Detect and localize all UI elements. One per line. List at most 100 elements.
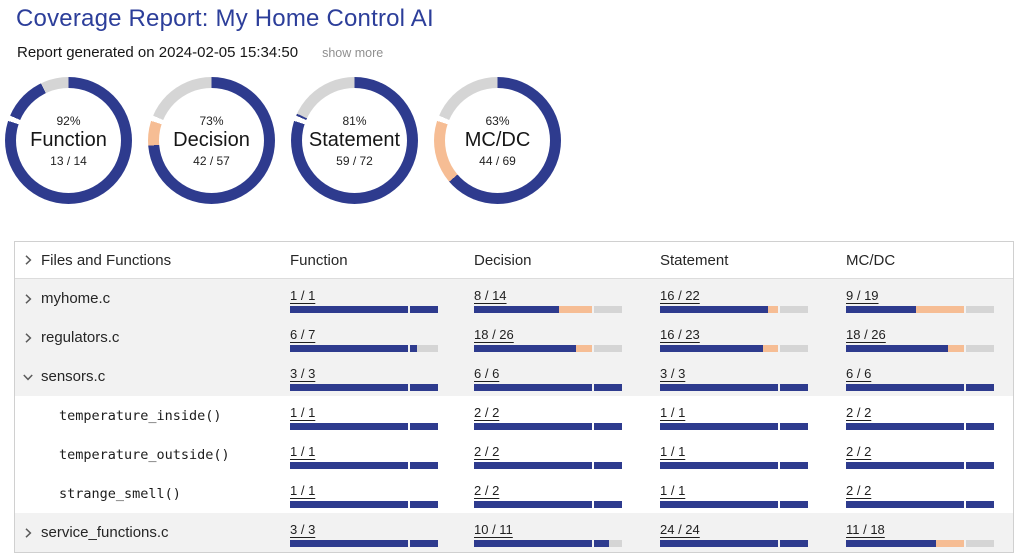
show-more-link[interactable]: show more	[322, 46, 384, 60]
bar-segment	[474, 500, 593, 508]
donut-center-labels: 81% Statement 59 / 72	[291, 77, 418, 204]
coverage-report-page: Coverage Report: My Home Control AI Repo…	[0, 5, 1028, 558]
bar-segment	[416, 344, 438, 352]
coverage-bar	[660, 500, 808, 508]
bar-segment	[410, 344, 417, 352]
chevron-right-icon[interactable]	[22, 293, 34, 305]
chevron-down-icon[interactable]	[22, 371, 34, 383]
file-name[interactable]: regulators.c	[41, 329, 120, 346]
metric-cell: 2 / 2	[474, 396, 660, 435]
donut-hole	[445, 88, 550, 193]
metric-cell: 18 / 26	[474, 318, 660, 357]
table-row[interactable]: temperature_inside() 1 / 1 2 / 2 1 / 1 2 / 2	[15, 396, 1013, 435]
bar-segment	[410, 539, 438, 547]
donut-chart-function: 92% Function 13 / 14	[5, 77, 132, 204]
row-chevron-cell	[15, 435, 41, 474]
table-row[interactable]: regulators.c 6 / 7 18 / 26 16 / 23 18 / 26	[15, 318, 1013, 357]
metric-value[interactable]: 8 / 14	[474, 287, 507, 303]
metric-value[interactable]: 1 / 1	[660, 404, 686, 420]
table-row[interactable]: myhome.c 1 / 1 8 / 14 16 / 22 9 / 19	[15, 279, 1013, 318]
file-name[interactable]: myhome.c	[41, 290, 111, 307]
metric-value[interactable]: 2 / 2	[474, 404, 500, 420]
metric-value[interactable]: 1 / 1	[290, 404, 316, 420]
report-generated-text: Report generated on 2024-02-05 15:34:50	[17, 44, 299, 61]
metric-value[interactable]: 2 / 2	[474, 443, 500, 459]
metric-value[interactable]: 11 / 18	[846, 521, 885, 537]
metric-value[interactable]: 10 / 11	[474, 521, 513, 537]
table-row[interactable]: strange_smell() 1 / 1 2 / 2 1 / 1 2 / 2	[15, 474, 1013, 513]
coverage-bar	[474, 422, 622, 430]
bar-segment	[290, 305, 409, 313]
bar-segment	[290, 539, 409, 547]
metric-cell: 1 / 1	[290, 279, 474, 318]
coverage-bar	[474, 344, 622, 352]
metric-value[interactable]: 1 / 1	[660, 443, 686, 459]
donut-percent: 81%	[342, 113, 367, 128]
bar-segment	[474, 539, 593, 547]
metric-value[interactable]: 16 / 22	[660, 287, 700, 303]
bar-segment	[660, 461, 779, 469]
metric-value[interactable]: 6 / 6	[474, 365, 500, 381]
metric-value[interactable]: 9 / 19	[846, 287, 879, 303]
metric-value[interactable]: 2 / 2	[474, 482, 500, 498]
metric-cell: 1 / 1	[290, 474, 474, 513]
metric-value[interactable]: 6 / 6	[846, 365, 872, 381]
metric-value[interactable]: 3 / 3	[290, 521, 316, 537]
metric-value[interactable]: 1 / 1	[290, 287, 316, 303]
row-chevron-cell[interactable]	[15, 279, 41, 318]
donut-metric-label: Decision	[173, 128, 250, 151]
coverage-bar	[846, 383, 994, 391]
table-row[interactable]: service_functions.c 3 / 3 10 / 11 24 / 24 11…	[15, 513, 1013, 552]
row-chevron-cell[interactable]	[15, 318, 41, 357]
table-header-row: Files and Functions Function Decision St…	[15, 242, 1013, 279]
function-name[interactable]: temperature_outside()	[59, 446, 230, 463]
metric-value[interactable]: 1 / 1	[290, 443, 316, 459]
coverage-bar	[660, 539, 808, 547]
metric-value[interactable]: 3 / 3	[290, 365, 316, 381]
metric-value[interactable]: 18 / 26	[846, 326, 886, 342]
bar-segment	[594, 344, 622, 352]
bar-segment	[762, 344, 779, 352]
chevron-right-icon[interactable]	[22, 254, 34, 266]
donut-percent: 92%	[56, 113, 81, 128]
coverage-bar	[290, 461, 438, 469]
expand-all-chevron-cell[interactable]	[15, 242, 41, 278]
bar-segment	[846, 500, 965, 508]
chevron-right-icon[interactable]	[22, 332, 34, 344]
chevron-right-icon[interactable]	[22, 527, 34, 539]
function-name[interactable]: strange_smell()	[59, 485, 181, 502]
bar-segment	[660, 500, 779, 508]
metric-value[interactable]: 1 / 1	[660, 482, 686, 498]
donut-percent: 63%	[485, 113, 510, 128]
metric-value[interactable]: 2 / 2	[846, 443, 872, 459]
bar-segment	[576, 344, 593, 352]
row-chevron-cell[interactable]	[15, 357, 41, 396]
table-row[interactable]: sensors.c 3 / 3 6 / 6 3 / 3 6 / 6	[15, 357, 1013, 396]
bar-segment	[474, 422, 593, 430]
metric-value[interactable]: 16 / 23	[660, 326, 700, 342]
metric-value[interactable]: 2 / 2	[846, 482, 872, 498]
coverage-bar	[660, 422, 808, 430]
metric-value[interactable]: 1 / 1	[290, 482, 316, 498]
bar-segment	[410, 305, 438, 313]
bar-segment	[966, 422, 994, 430]
summary-donuts: 92% Function 13 / 14 73% Decision 42 / 57 81% S…	[5, 77, 1028, 204]
metric-value[interactable]: 24 / 24	[660, 521, 700, 537]
bar-segment	[660, 422, 779, 430]
metric-cell: 2 / 2	[474, 474, 660, 513]
function-name[interactable]: temperature_inside()	[59, 407, 222, 424]
coverage-bar	[660, 461, 808, 469]
row-chevron-cell[interactable]	[15, 513, 41, 552]
file-name[interactable]: sensors.c	[41, 368, 106, 385]
donut-percent: 73%	[199, 113, 224, 128]
bar-segment	[474, 461, 593, 469]
bar-segment	[660, 344, 763, 352]
metric-value[interactable]: 6 / 7	[290, 326, 316, 342]
metric-value[interactable]: 3 / 3	[660, 365, 686, 381]
coverage-bar	[474, 305, 622, 313]
metric-cell: 3 / 3	[290, 357, 474, 396]
metric-value[interactable]: 18 / 26	[474, 326, 514, 342]
table-row[interactable]: temperature_outside() 1 / 1 2 / 2 1 / 1 2 / …	[15, 435, 1013, 474]
file-name[interactable]: service_functions.c	[41, 524, 169, 541]
metric-value[interactable]: 2 / 2	[846, 404, 872, 420]
